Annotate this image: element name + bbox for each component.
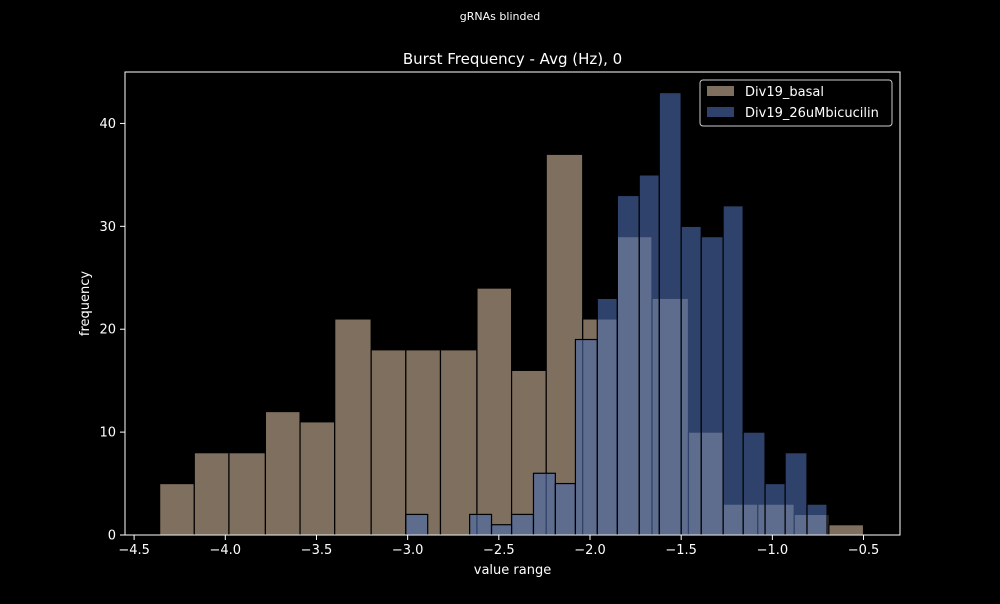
bars-layer bbox=[159, 91, 865, 536]
y-axis: 0 10 20 30 40 bbox=[99, 117, 125, 544]
bar-basal bbox=[228, 452, 267, 536]
legend-label-bicucilin: Div19_26uMbicucilin bbox=[745, 106, 879, 121]
plot-frame bbox=[124, 71, 901, 536]
y-tick-label: 20 bbox=[99, 323, 116, 338]
y-tick-label: 40 bbox=[99, 117, 116, 132]
bar-bicucilin bbox=[574, 338, 598, 536]
bar-basal bbox=[299, 421, 336, 536]
bar-bicucilin bbox=[638, 174, 660, 536]
bar-bicucilin bbox=[742, 431, 766, 536]
x-tick-label: −2.0 bbox=[574, 543, 606, 558]
bar-bicucilin bbox=[596, 297, 618, 536]
bar-basal bbox=[159, 482, 195, 536]
bar-bicucilin bbox=[680, 225, 702, 536]
bar-bicucilin bbox=[722, 205, 744, 536]
bar-bicucilin bbox=[405, 513, 429, 536]
x-tick-label: −1.0 bbox=[757, 543, 789, 558]
bar-basal bbox=[439, 349, 478, 536]
bar-bicucilin bbox=[806, 503, 828, 536]
y-tick-label: 10 bbox=[99, 426, 116, 441]
chart-title: Burst Frequency - Avg (Hz), 0 bbox=[403, 50, 622, 68]
x-tick-label: −0.5 bbox=[848, 543, 880, 558]
x-axis-label: value range bbox=[474, 563, 551, 578]
legend-label-basal: Div19_basal bbox=[745, 85, 824, 100]
x-axis: −4.5 −4.0 −3.5 −3.0 −2.5 −2.0 −1.5 −1.0 −0.5 bbox=[118, 535, 879, 558]
bar-basal bbox=[370, 349, 407, 536]
bar-basal bbox=[264, 410, 301, 536]
bar-bicucilin bbox=[554, 482, 577, 536]
legend-swatch-basal bbox=[707, 86, 734, 96]
y-tick-label: 0 bbox=[108, 529, 116, 544]
bar-basal bbox=[828, 524, 865, 536]
x-tick-label: −3.0 bbox=[392, 543, 424, 558]
x-tick-label: −2.5 bbox=[483, 543, 515, 558]
bar-basal bbox=[405, 349, 442, 536]
bar-bicucilin bbox=[532, 472, 556, 536]
x-tick-label: −4.0 bbox=[210, 543, 242, 558]
bar-bicucilin bbox=[510, 513, 535, 536]
figure-suptitle: gRNAs blinded bbox=[460, 10, 540, 23]
bar-bicucilin bbox=[784, 452, 808, 536]
bar-basal bbox=[476, 287, 513, 536]
x-tick-label: −3.5 bbox=[301, 543, 333, 558]
bar-basal bbox=[334, 318, 372, 536]
bar-bicucilin bbox=[700, 236, 724, 536]
bar-bicucilin bbox=[616, 194, 640, 536]
bar-bicucilin bbox=[764, 482, 786, 536]
legend: Div19_basal Div19_26uMbicucilin bbox=[699, 79, 893, 127]
bar-bicucilin bbox=[490, 524, 513, 536]
x-tick-label: −1.5 bbox=[665, 543, 697, 558]
y-tick-label: 30 bbox=[99, 220, 116, 235]
x-tick-label: −4.5 bbox=[118, 543, 150, 558]
bar-basal bbox=[193, 452, 230, 536]
legend-swatch-bicucilin bbox=[707, 107, 734, 117]
y-axis-label: frequency bbox=[78, 271, 93, 337]
bar-bicucilin bbox=[658, 91, 682, 536]
legend-box bbox=[699, 79, 893, 127]
bar-bicucilin bbox=[469, 513, 493, 536]
